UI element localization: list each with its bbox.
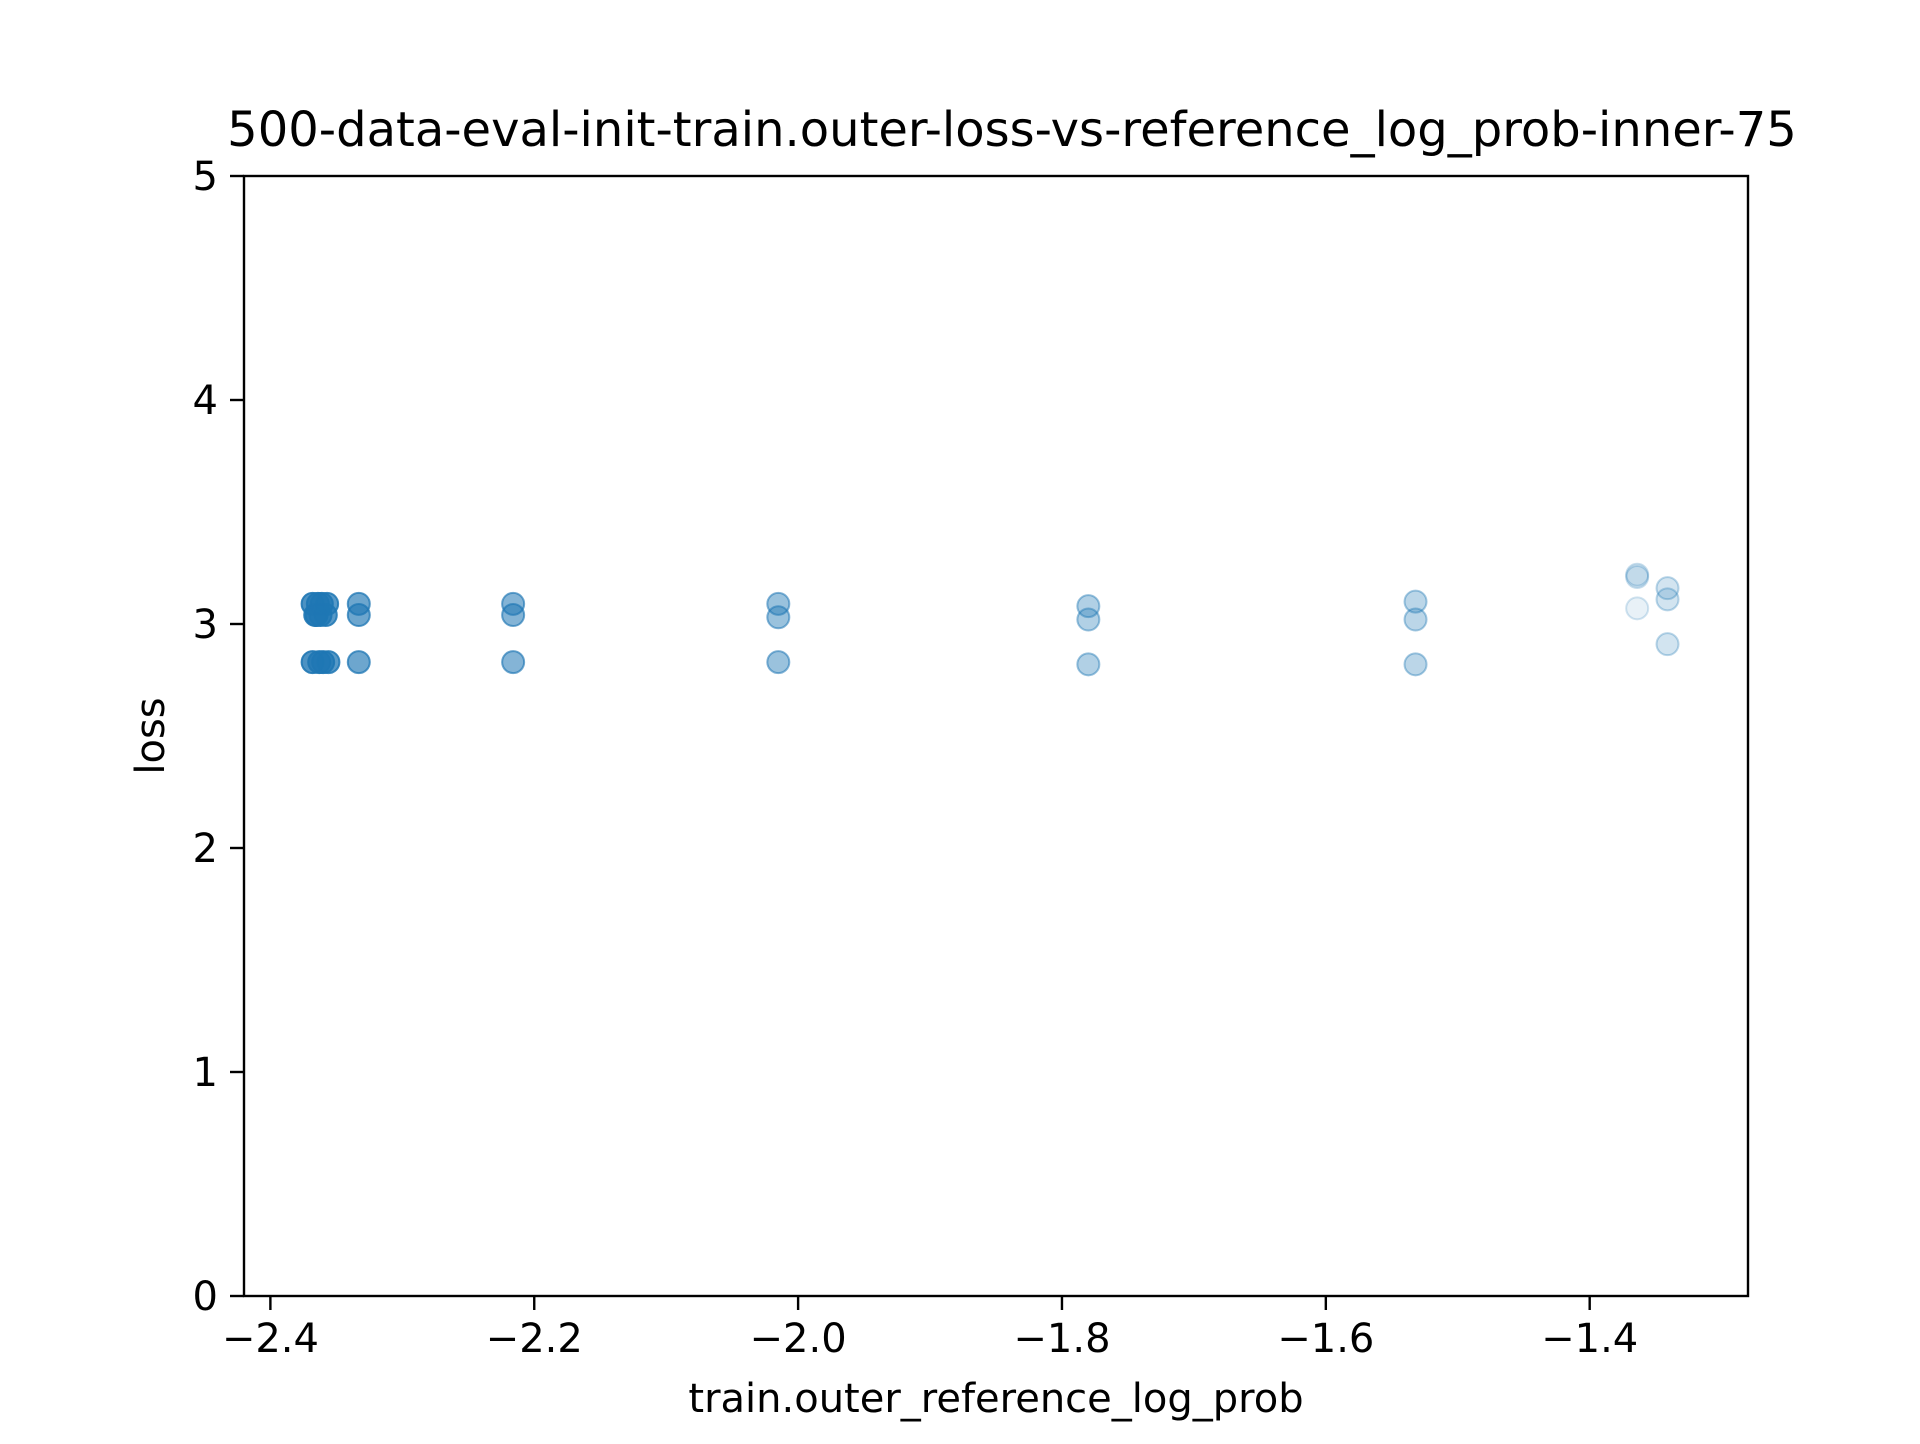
scatter-point [1076, 594, 1101, 619]
scatter-point [1403, 589, 1428, 614]
scatter-point [501, 603, 526, 628]
scatter-point [766, 605, 791, 630]
scatter-point [1076, 607, 1101, 632]
x-tick-label: −2.2 [486, 1316, 583, 1362]
scatter-point [1625, 564, 1650, 589]
scatter-point [1403, 607, 1428, 632]
x-tick-label: −1.6 [1277, 1316, 1374, 1362]
scatter-point [1655, 587, 1680, 612]
scatter-point [1655, 576, 1680, 601]
y-tick-label: 4 [193, 378, 218, 424]
scatter-point [313, 603, 338, 628]
scatter-point [1625, 596, 1650, 621]
y-axis-label: loss [128, 697, 174, 774]
scatter-point [1655, 632, 1680, 657]
scatter-point [766, 650, 791, 675]
x-tick-label: −1.8 [1013, 1316, 1110, 1362]
y-axis-ticks: 0 1 2 3 4 5 [193, 154, 244, 1320]
x-axis-label: train.outer_reference_log_prob [688, 1376, 1303, 1422]
scatter-point [1076, 652, 1101, 677]
points-layer [300, 562, 1680, 677]
y-tick-label: 1 [193, 1050, 218, 1096]
scatter-point [766, 591, 791, 616]
scatter-point [1625, 562, 1650, 587]
x-tick-label: −2.4 [222, 1316, 319, 1362]
x-axis-ticks: −2.4 −2.2 −2.0 −1.8 −1.6 −1.4 [222, 1296, 1638, 1362]
chart-title: 500-data-eval-init-train.outer-loss-vs-r… [227, 102, 1797, 158]
scatter-point [346, 603, 371, 628]
y-tick-label: 2 [193, 826, 218, 872]
y-tick-label: 3 [193, 602, 218, 648]
scatter-point [501, 650, 526, 675]
scatter-point [346, 650, 371, 675]
scatter-point [1403, 652, 1428, 677]
x-tick-label: −1.4 [1541, 1316, 1638, 1362]
y-tick-label: 5 [193, 154, 218, 200]
x-tick-label: −2.0 [750, 1316, 847, 1362]
plot-frame [242, 174, 1750, 1298]
scatter-point [316, 650, 341, 675]
y-tick-label: 0 [193, 1274, 218, 1320]
